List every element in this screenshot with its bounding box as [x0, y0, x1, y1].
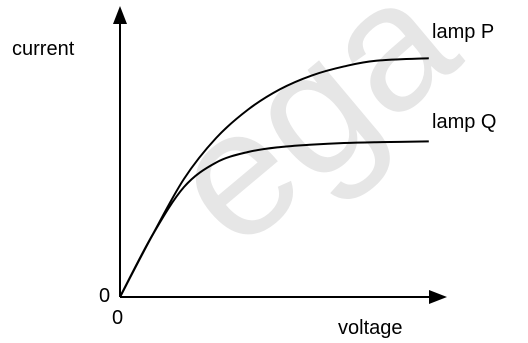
- series-line-lamp-q: [119, 140, 429, 298]
- series-group: [119, 57, 429, 298]
- x-axis-arrow: [429, 290, 447, 304]
- origin-x-label: 0: [112, 307, 123, 329]
- series-label-lamp-p: lamp P: [432, 21, 494, 43]
- axes: [113, 6, 447, 304]
- origin-y-label: 0: [99, 285, 110, 307]
- x-axis-label: voltage: [338, 317, 403, 339]
- y-axis-label: current: [12, 38, 75, 60]
- series-line-lamp-p: [119, 57, 429, 298]
- y-axis-arrow: [113, 6, 127, 24]
- series-label-lamp-q: lamp Q: [432, 111, 496, 133]
